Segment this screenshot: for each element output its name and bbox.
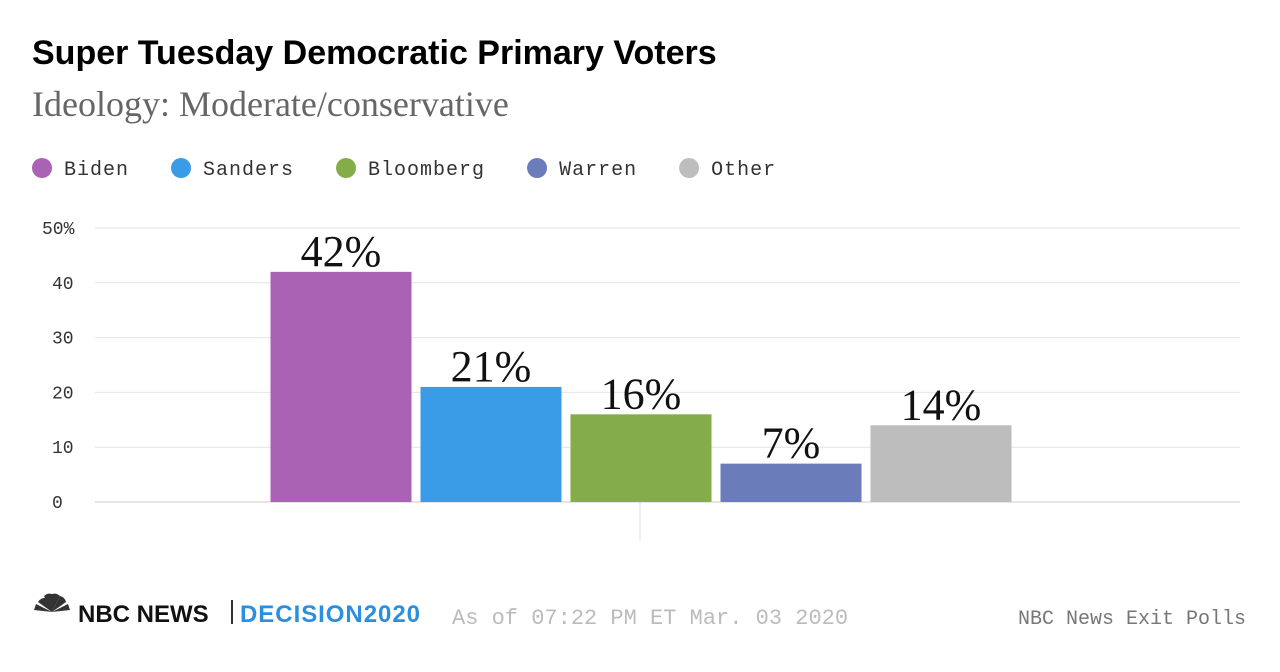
source: NBC News Exit Polls [1018,608,1246,631]
y-tick-label: 30 [52,330,74,350]
legend-label: Sanders [203,159,294,182]
nbc-peacock [34,593,70,612]
legend-label: Other [711,159,776,182]
legend-label: Bloomberg [368,159,485,182]
legend-label: Biden [64,159,129,182]
legend-swatch [336,158,357,178]
bar [270,271,412,502]
chart-title: Super Tuesday Democratic Primary Voters [32,34,717,72]
y-tick-label: 10 [52,439,74,459]
bar [570,414,712,502]
data-label: 21% [451,342,532,391]
bar [420,386,562,502]
data-label: 42% [301,227,382,276]
chart-subtitle: Ideology: Moderate/conservative [32,84,509,124]
legend-label: Warren [559,159,637,182]
brand-decision: DECISION2020 [240,601,420,628]
y-tick-label: 20 [52,384,74,404]
y-tick-label: 40 [52,275,74,295]
bar [870,425,1012,502]
data-label: 7% [762,419,821,468]
data-label: 14% [901,380,982,429]
data-label: 16% [601,369,682,418]
bar [720,463,862,502]
brand: NBC NEWS [78,601,209,628]
footer: NBC NEWS DECISION2020 As of 07:22 PM ET … [34,593,1246,631]
timestamp: As of 07:22 PM ET Mar. 03 2020 [452,606,848,631]
legend-swatch [527,158,548,178]
legend-swatch [679,158,700,178]
y-tick-label: 0 [52,494,63,514]
legend-swatch [171,158,192,178]
y-tick-label: 50% [42,220,75,240]
legend-swatch [32,158,52,178]
